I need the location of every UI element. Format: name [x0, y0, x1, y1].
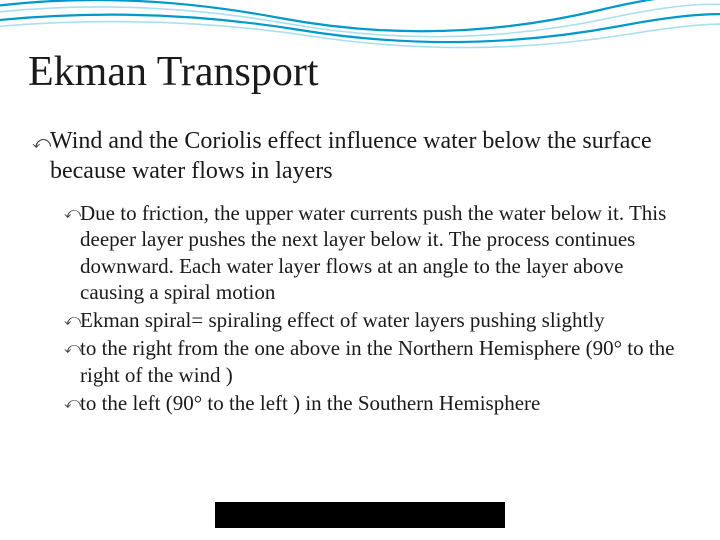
- bullet-icon: ⤺: [32, 132, 50, 153]
- main-bullet: ⤺ Wind and the Coriolis effect influence…: [32, 126, 692, 186]
- sub-bullet-text: to the left (90° to the left ) in the So…: [80, 390, 540, 416]
- sub-bullet: ⤺ to the left (90° to the left ) in the …: [64, 390, 692, 416]
- sub-bullet-text: Ekman spiral= spiraling effect of water …: [80, 307, 605, 333]
- bullet-icon: ⤺: [64, 312, 80, 330]
- slide-content: Ekman Transport ⤺ Wind and the Coriolis …: [0, 0, 720, 416]
- sub-bullet: ⤺ Ekman spiral= spiraling effect of wate…: [64, 307, 692, 333]
- bullet-icon: ⤺: [64, 205, 80, 223]
- slide-title: Ekman Transport: [28, 48, 692, 96]
- main-bullet-text: Wind and the Coriolis effect influence w…: [50, 126, 692, 186]
- sub-bullet: ⤺ Due to friction, the upper water curre…: [64, 200, 692, 305]
- sub-bullet-list: ⤺ Due to friction, the upper water curre…: [64, 200, 692, 416]
- footer-bar: [215, 502, 505, 528]
- bullet-icon: ⤺: [64, 395, 80, 413]
- bullet-icon: ⤺: [64, 340, 80, 358]
- sub-bullet-text: Due to friction, the upper water current…: [80, 200, 692, 305]
- sub-bullet-text: to the right from the one above in the N…: [80, 335, 692, 388]
- sub-bullet: ⤺ to the right from the one above in the…: [64, 335, 692, 388]
